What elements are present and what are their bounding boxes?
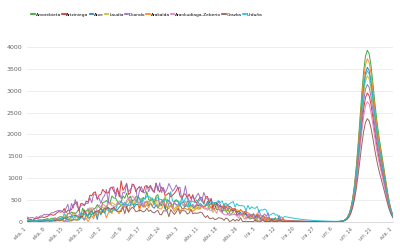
Legend: Amorebieta, Artziniega, Atxe, Laudia, Dkondo, Arakalda, Arankudiaga-Zeberio, Gra: Amorebieta, Artziniega, Atxe, Laudia, Dk… — [30, 11, 264, 18]
